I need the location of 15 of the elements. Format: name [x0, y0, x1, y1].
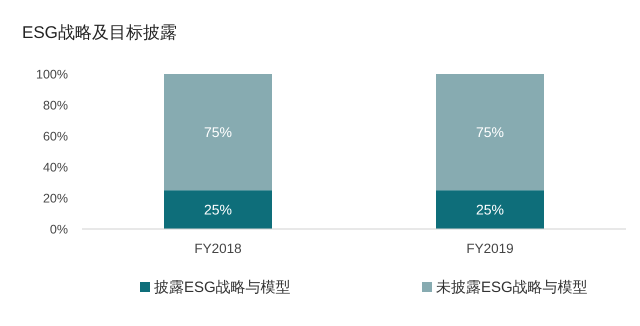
data-label: 75%	[476, 124, 504, 140]
x-tick-label: FY2019	[466, 241, 514, 256]
y-tick-label: 40%	[42, 160, 68, 174]
data-label: 25%	[476, 202, 504, 218]
legend-label: 披露ESG战略与模型	[154, 279, 291, 296]
y-tick-label: 60%	[42, 130, 68, 144]
y-tick-label: 20%	[42, 192, 68, 206]
data-label: 75%	[204, 124, 232, 140]
y-tick-label: 0%	[50, 222, 68, 236]
data-label: 25%	[204, 202, 232, 218]
x-tick-label: FY2018	[194, 241, 242, 256]
chart-title: ESG战略及目标披露	[22, 23, 177, 42]
legend-label: 未披露ESG战略与模型	[436, 279, 588, 296]
y-tick-label: 100%	[36, 68, 68, 82]
y-tick-label: 80%	[42, 98, 68, 112]
